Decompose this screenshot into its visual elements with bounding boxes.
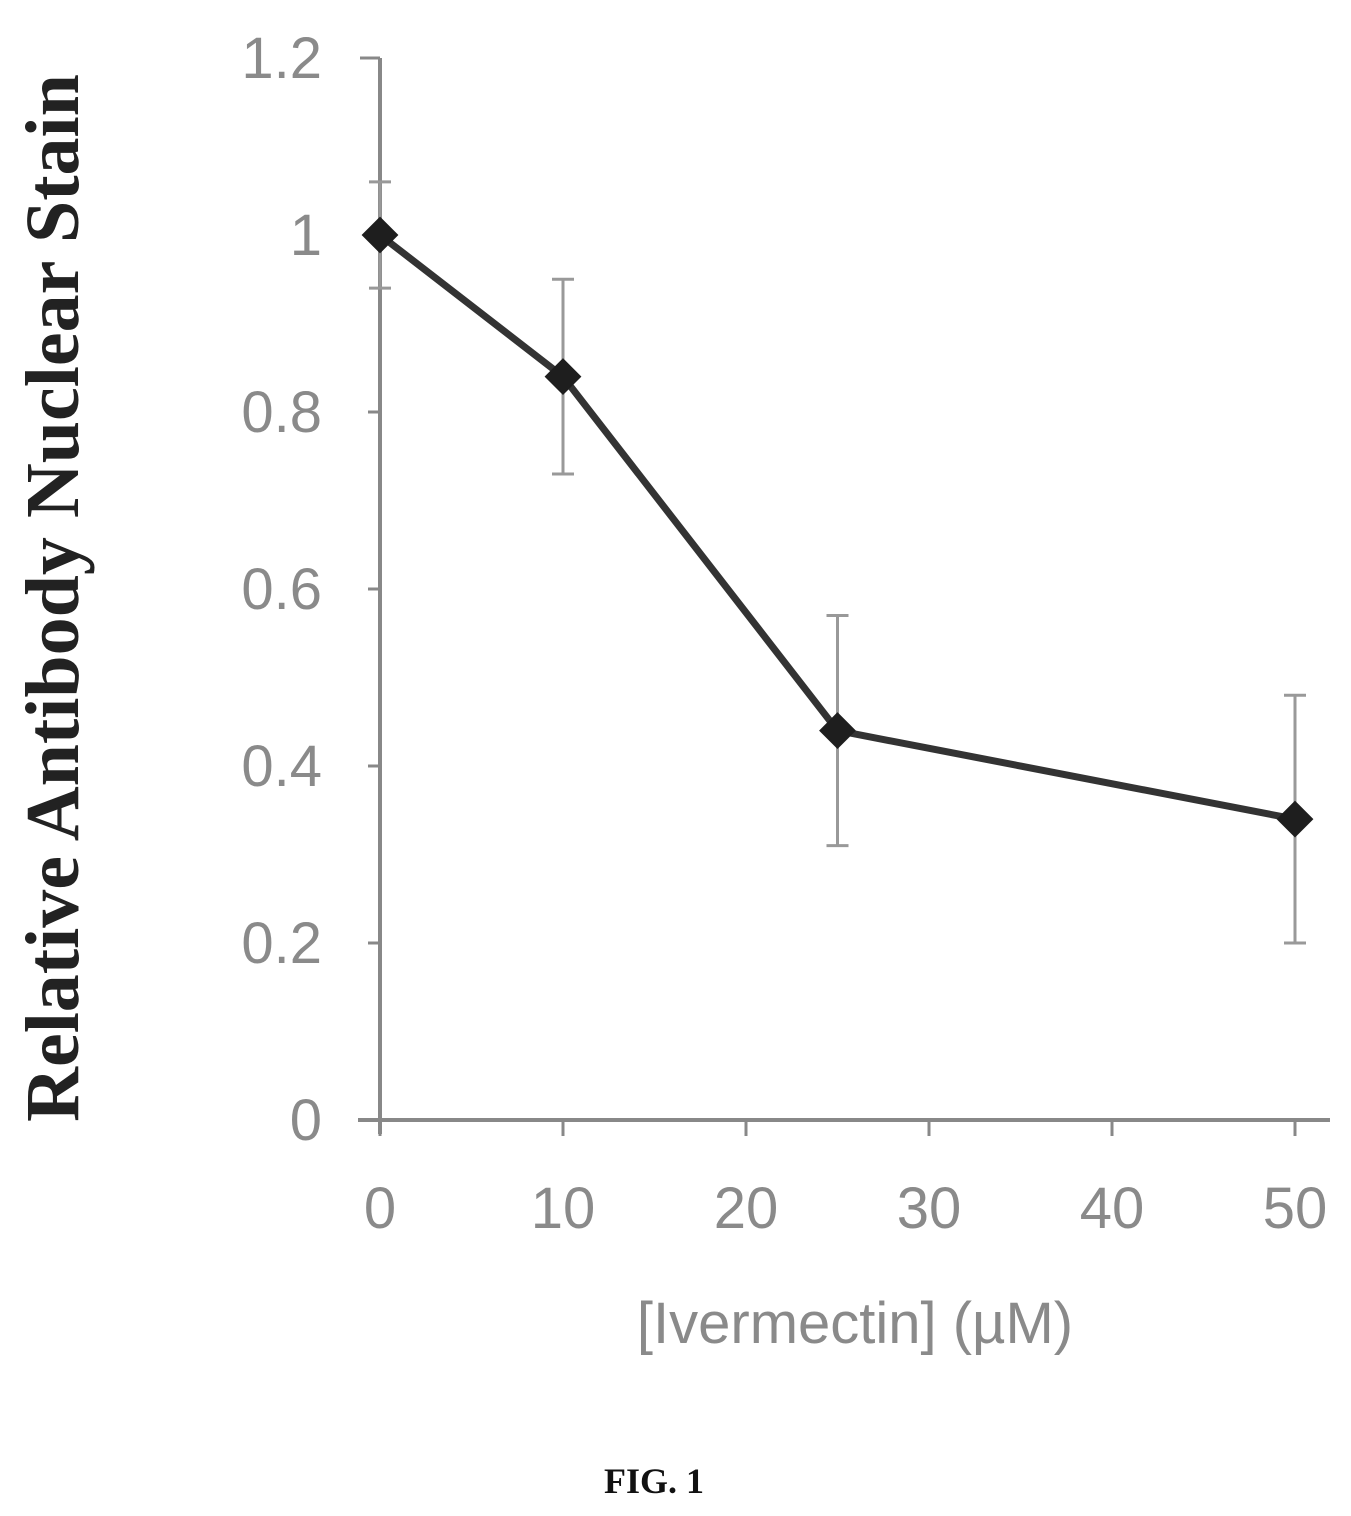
y-tick-label: 1 — [290, 203, 322, 268]
y-tick-label: 0.4 — [241, 734, 322, 799]
data-point — [361, 216, 399, 254]
x-axis-ticks: 0 10 20 30 40 50 — [364, 1120, 1327, 1241]
x-tick-label: 20 — [714, 1176, 779, 1241]
series-line — [377, 232, 1296, 823]
x-tick-label: 40 — [1080, 1176, 1145, 1241]
x-tick-label: 0 — [364, 1176, 396, 1241]
data-point — [1276, 800, 1314, 838]
data-markers — [361, 216, 1314, 838]
y-tick-label: 0.6 — [241, 557, 322, 622]
error-bars — [369, 180, 1306, 945]
y-axis-ticks: 0 0.2 0.4 0.6 0.8 1 1.2 — [241, 26, 380, 1153]
axes — [358, 56, 1330, 1134]
y-tick-label: 0.8 — [241, 380, 322, 445]
y-tick-label: 0.2 — [241, 911, 322, 976]
x-tick-label: 30 — [897, 1176, 962, 1241]
data-point — [819, 712, 856, 750]
data-point — [544, 358, 582, 396]
y-axis-title: Relative Antibody Nuclear Stain — [11, 74, 95, 1122]
y-tick-label: 0 — [290, 1088, 322, 1153]
y-tick-label: 1.2 — [241, 26, 322, 91]
figure-caption: FIG. 1 — [604, 1461, 704, 1501]
x-tick-label: 50 — [1263, 1176, 1328, 1241]
series-lines — [377, 232, 1296, 823]
x-tick-label: 10 — [531, 1176, 596, 1241]
x-axis-title: [Ivermectin] (µM) — [637, 1291, 1073, 1356]
